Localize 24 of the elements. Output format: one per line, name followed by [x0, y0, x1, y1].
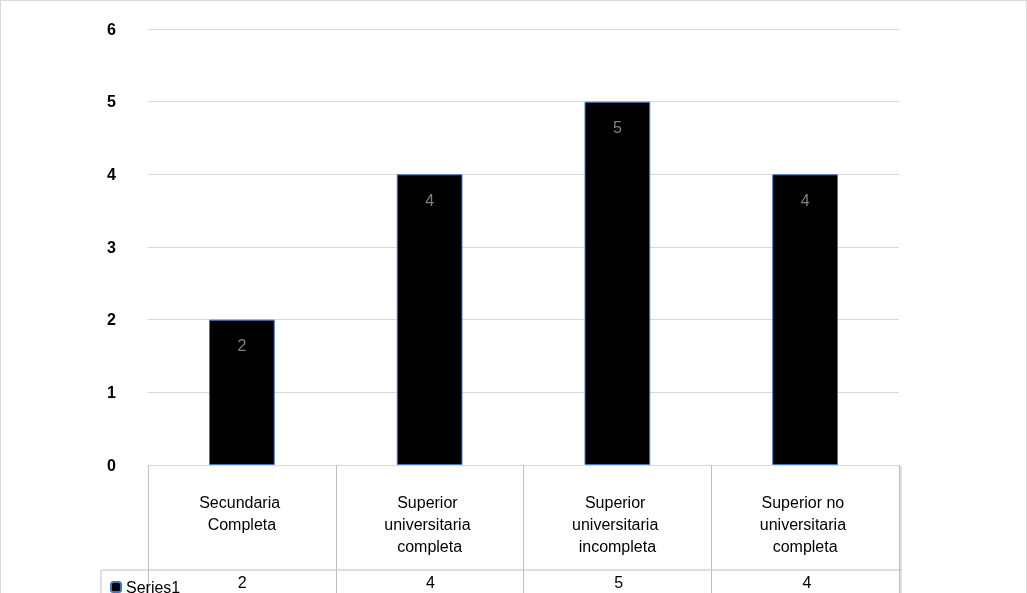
- text: 4: [425, 191, 435, 209]
- bar: [396, 174, 463, 465]
- y-tick-label: 6: [107, 20, 117, 38]
- data-label: 4: [425, 573, 435, 591]
- bar: [209, 319, 275, 465]
- data-label: 5: [614, 573, 624, 591]
- x-tick-label: Superior no universitaria completa: [759, 493, 851, 555]
- legend-label: Series1: [126, 578, 181, 593]
- data-label: 4: [802, 573, 812, 591]
- x-tick-label: Superior universitaria incompleta: [572, 493, 663, 555]
- text: 2: [237, 337, 247, 355]
- bar: [772, 174, 838, 465]
- y-tick-label: 4: [107, 165, 117, 183]
- text: 5: [612, 119, 622, 137]
- data-label: 2: [237, 573, 247, 591]
- y-tick-label: 2: [107, 311, 117, 329]
- x-tick-label: Superior universitaria completa: [384, 493, 475, 555]
- y-tick-label: 5: [107, 93, 117, 111]
- y-tick-label: 1: [107, 383, 117, 401]
- bar: [584, 101, 651, 465]
- y-tick-label: 3: [107, 238, 117, 256]
- y-tick-label: 0: [107, 456, 117, 474]
- text: 4: [800, 191, 810, 209]
- x-tick-label: Secundaria Completa: [199, 493, 285, 533]
